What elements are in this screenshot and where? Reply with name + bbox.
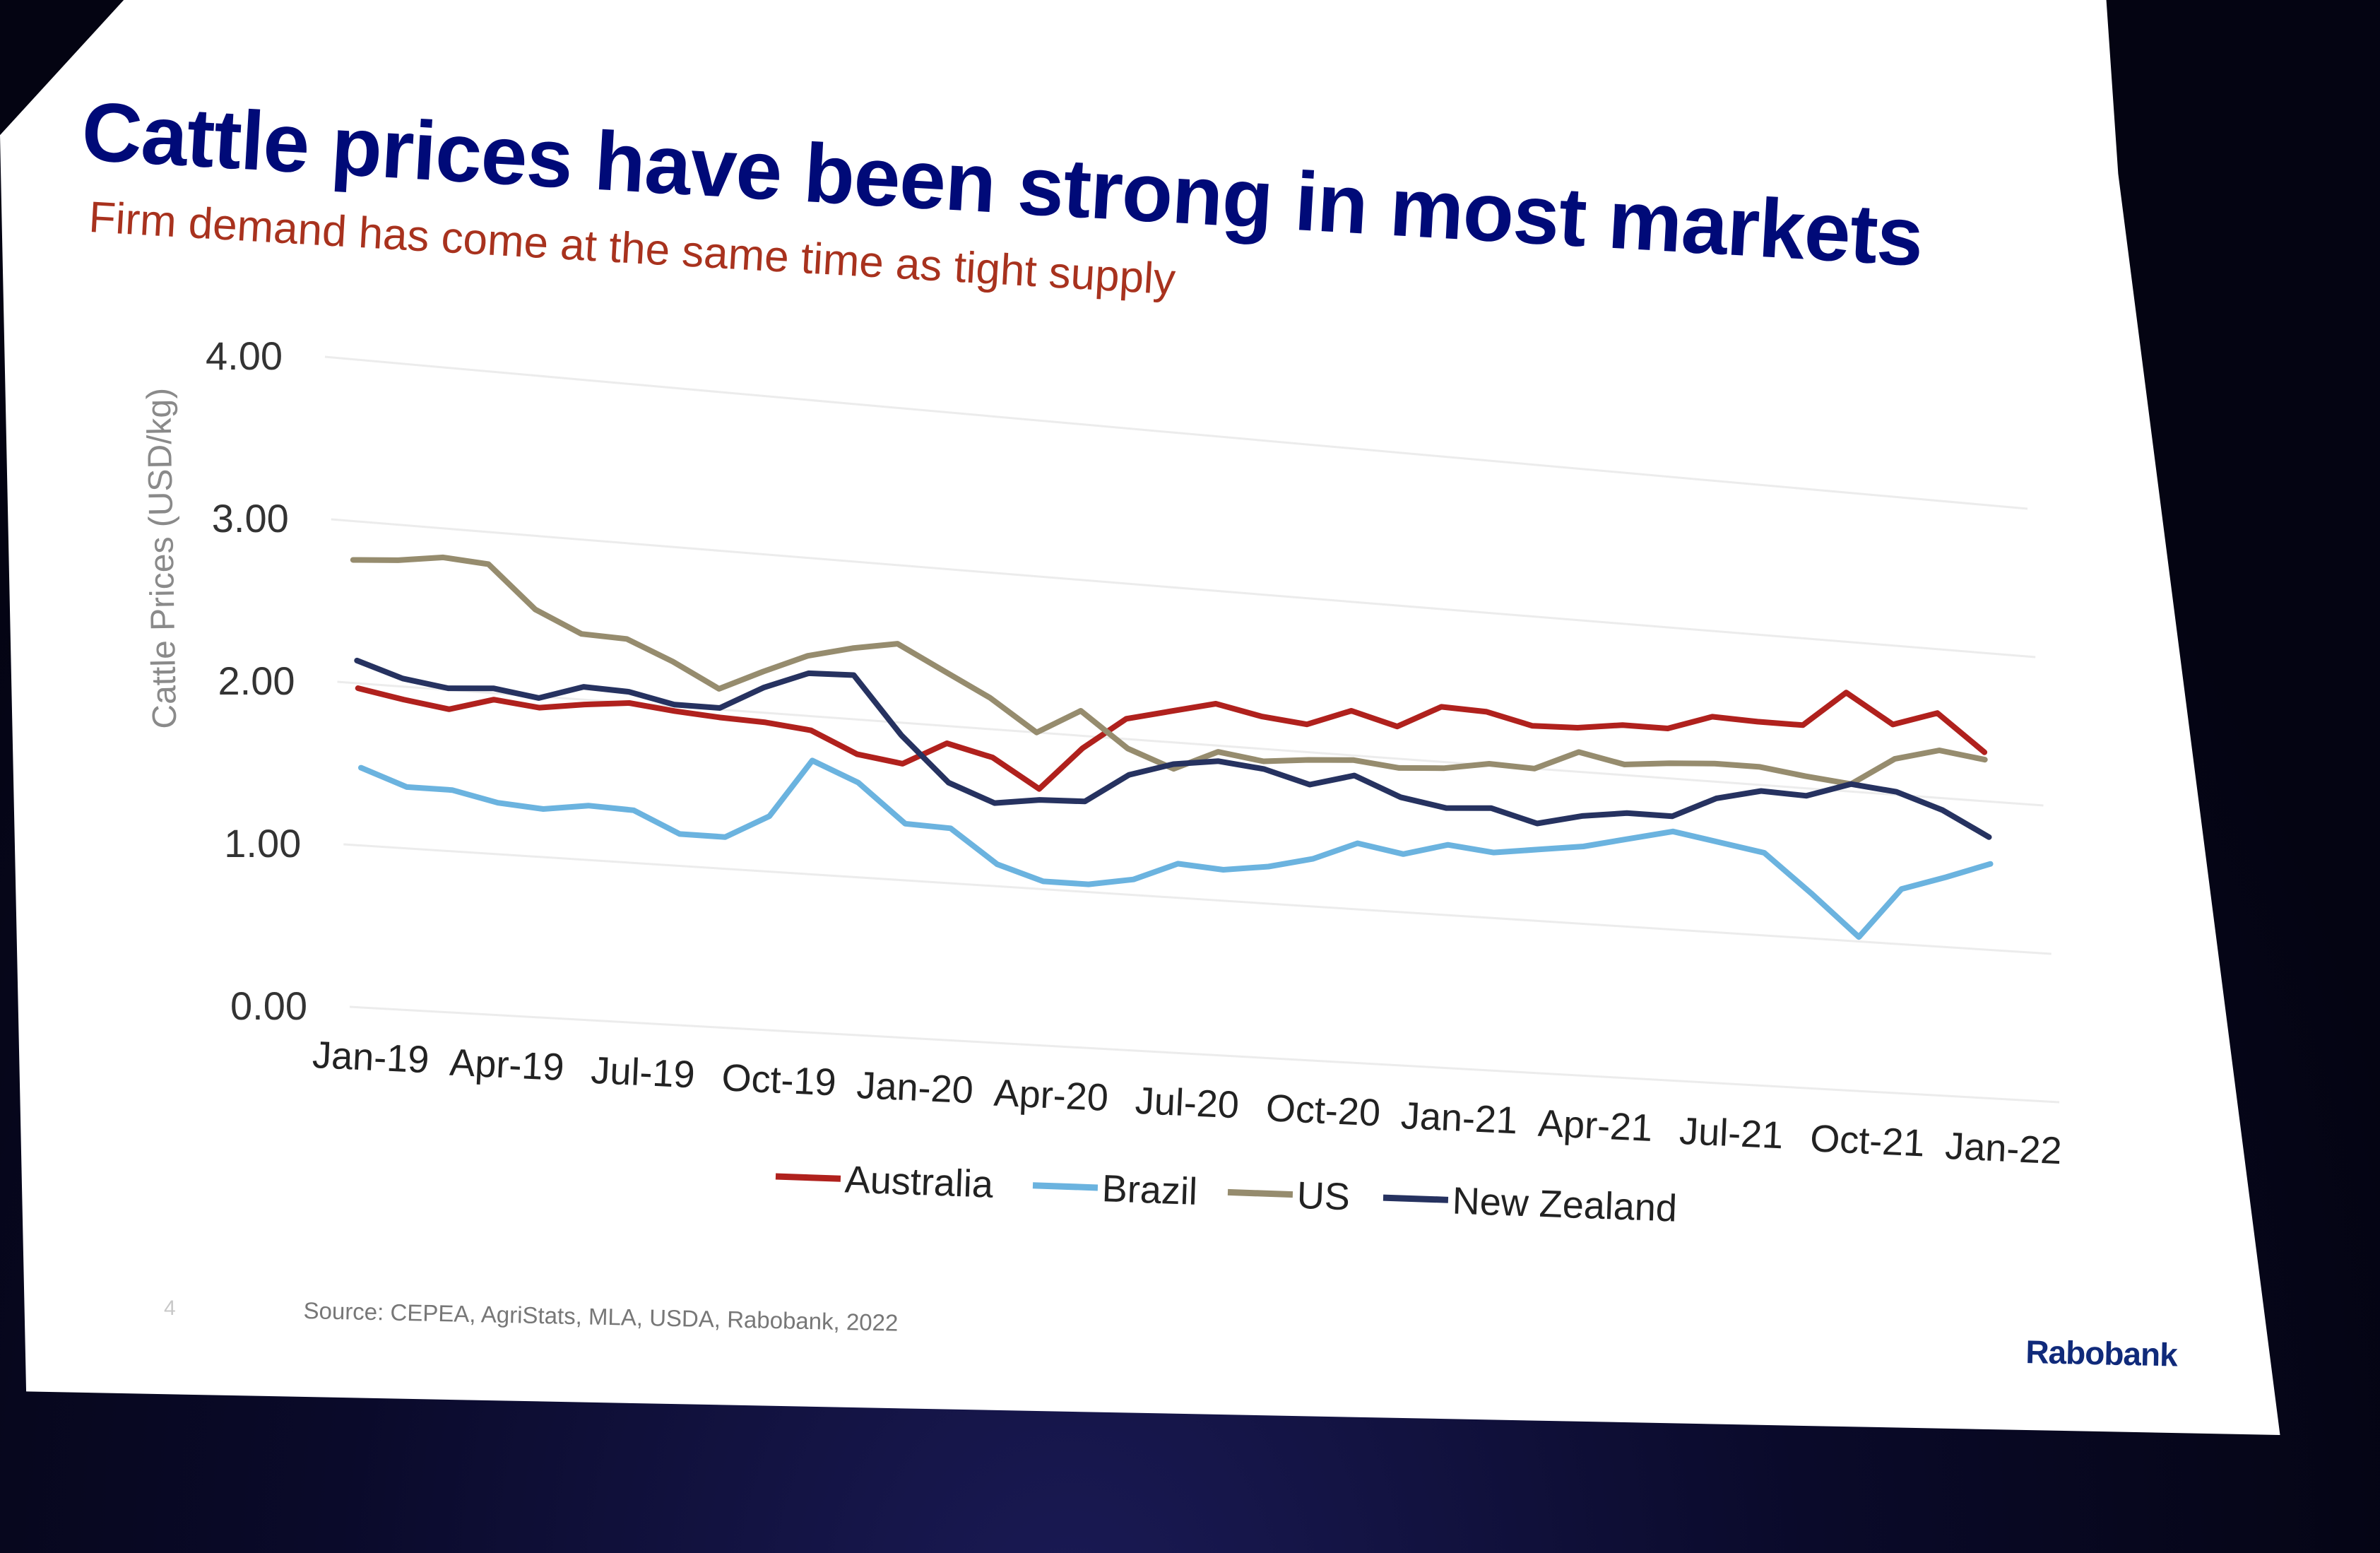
gridline [343, 843, 2052, 955]
legend-label: US [1296, 1174, 1351, 1219]
x-tick-label: Apr-21 [1537, 1102, 1654, 1150]
y-axis-label: Cattle Prices (USD/kg) [141, 387, 184, 729]
x-tick-label: Oct-20 [1265, 1087, 1382, 1134]
page-number: 4 [164, 1297, 176, 1320]
x-tick-label: Jan-20 [856, 1064, 974, 1111]
gridline [331, 518, 2036, 659]
x-tick-label: Oct-19 [721, 1056, 837, 1104]
y-tick-label: 2.00 [218, 659, 295, 703]
y-tick-label: 1.00 [224, 821, 301, 866]
legend-label: Australia [844, 1158, 995, 1205]
x-tick-label: Jan-19 [312, 1034, 430, 1081]
x-tick-label: Jul-20 [1135, 1080, 1241, 1127]
x-tick-label: Oct-21 [1809, 1117, 1926, 1164]
x-tick-label: Jul-21 [1679, 1110, 1784, 1157]
legend-swatch [1383, 1194, 1449, 1203]
x-tick-label: Apr-19 [449, 1041, 565, 1089]
gridline [349, 1005, 2060, 1104]
x-tick-label: Apr-20 [993, 1072, 1109, 1119]
x-tick-label: Jan-22 [1944, 1125, 2063, 1172]
y-tick-labels: 0.00 1.00 2.00 3.00 4.00 [206, 333, 307, 1028]
legend-swatch [775, 1173, 841, 1182]
series-line-australia [355, 685, 1988, 792]
series-line-brazil [358, 757, 1994, 940]
series-line-us [350, 554, 1988, 787]
series-lines [350, 554, 1994, 940]
x-tick-label: Jul-19 [590, 1049, 696, 1097]
legend-item: New Zealand [1383, 1180, 1678, 1230]
legend-item: Brazil [1032, 1167, 1198, 1213]
legend-label: Brazil [1101, 1167, 1198, 1213]
x-tick-label: Jan-21 [1400, 1094, 1519, 1142]
legend-swatch [1032, 1182, 1099, 1191]
y-tick-label: 0.00 [230, 984, 307, 1028]
series-line-new-zealand [354, 657, 1992, 840]
y-tick-label: 4.00 [206, 333, 283, 378]
gridline [324, 355, 2028, 510]
grid-lines [324, 355, 2060, 1104]
y-tick-label: 3.00 [212, 496, 289, 541]
gridline [337, 680, 2044, 807]
legend-swatch [1227, 1188, 1293, 1198]
legend: Australia Brazil US New Zealand [775, 1158, 1678, 1230]
x-tick-labels: Jan-19 Apr-19 Jul-19 Oct-19 Jan-20 Apr-20 Jul-… [312, 1034, 2063, 1172]
legend-item: US [1227, 1174, 1351, 1219]
legend-item: Australia [775, 1158, 995, 1206]
legend-label: New Zealand [1452, 1180, 1678, 1230]
